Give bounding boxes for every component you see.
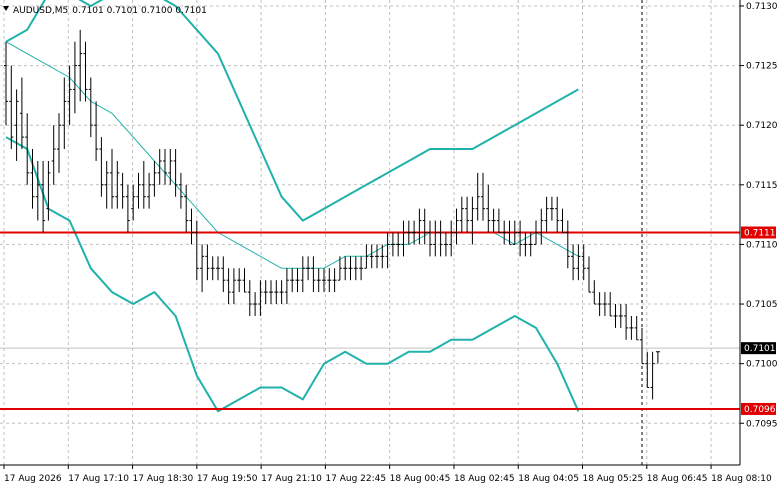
y-tick-label: 0.7095 bbox=[746, 419, 778, 429]
symbol-name: AUDUSD,M5 bbox=[13, 6, 68, 16]
level-price-label: 0.7111 bbox=[744, 229, 776, 239]
y-tick-label: 0.7120 bbox=[746, 121, 778, 131]
level-price-tag bbox=[741, 402, 776, 415]
grid bbox=[0, 0, 740, 465]
x-tick-label: 17 Aug 22:45 bbox=[325, 474, 386, 484]
x-tick-label: 18 Aug 04:05 bbox=[518, 474, 579, 484]
x-tick-label: 18 Aug 00:45 bbox=[390, 474, 451, 484]
y-tick-label: 0.7115 bbox=[746, 181, 778, 191]
symbol-caption: AUDUSD,M5 0.7101 0.7101 0.7100 0.7101 bbox=[13, 6, 207, 16]
level-price-label: 0.7096 bbox=[744, 405, 776, 415]
ohlc-values: 0.7101 0.7101 0.7100 0.7101 bbox=[72, 6, 207, 16]
x-tick-label: 17 Aug 2026 bbox=[4, 474, 62, 484]
x-tick-label: 17 Aug 17:10 bbox=[68, 474, 129, 484]
y-tick-label: 0.7110 bbox=[746, 240, 778, 250]
level-price-tag bbox=[741, 226, 776, 239]
chart-menu-triangle-icon[interactable] bbox=[3, 6, 9, 11]
x-tick-label: 17 Aug 19:50 bbox=[197, 474, 258, 484]
y-tick-label: 0.7105 bbox=[746, 300, 778, 310]
chart-header: AUDUSD,M5 0.7101 0.7101 0.7100 0.7101 bbox=[3, 6, 207, 16]
bollinger-lower-line bbox=[5, 136, 580, 413]
bollinger-upper-line bbox=[5, 0, 579, 222]
y-tick-label: 0.7130 bbox=[746, 2, 778, 12]
x-tick-label: 18 Aug 08:10 bbox=[711, 474, 772, 484]
axes: 0.71300.71250.71200.71150.71100.71050.71… bbox=[0, 0, 778, 484]
x-tick-label: 17 Aug 18:30 bbox=[133, 474, 194, 484]
current-price-label: 0.7101 bbox=[744, 344, 776, 354]
current-price-tag bbox=[741, 342, 776, 355]
x-tick-label: 18 Aug 06:45 bbox=[647, 474, 708, 484]
candles bbox=[4, 29, 660, 400]
horizontal-levels[interactable]: 0.7111 0.7096 bbox=[0, 226, 776, 415]
x-tick-label: 18 Aug 05:25 bbox=[583, 474, 644, 484]
y-tick-label: 0.7125 bbox=[746, 62, 778, 72]
x-tick-label: 17 Aug 21:10 bbox=[261, 474, 322, 484]
x-tick-label: 18 Aug 02:45 bbox=[454, 474, 515, 484]
y-tick-label: 0.7100 bbox=[746, 360, 778, 370]
